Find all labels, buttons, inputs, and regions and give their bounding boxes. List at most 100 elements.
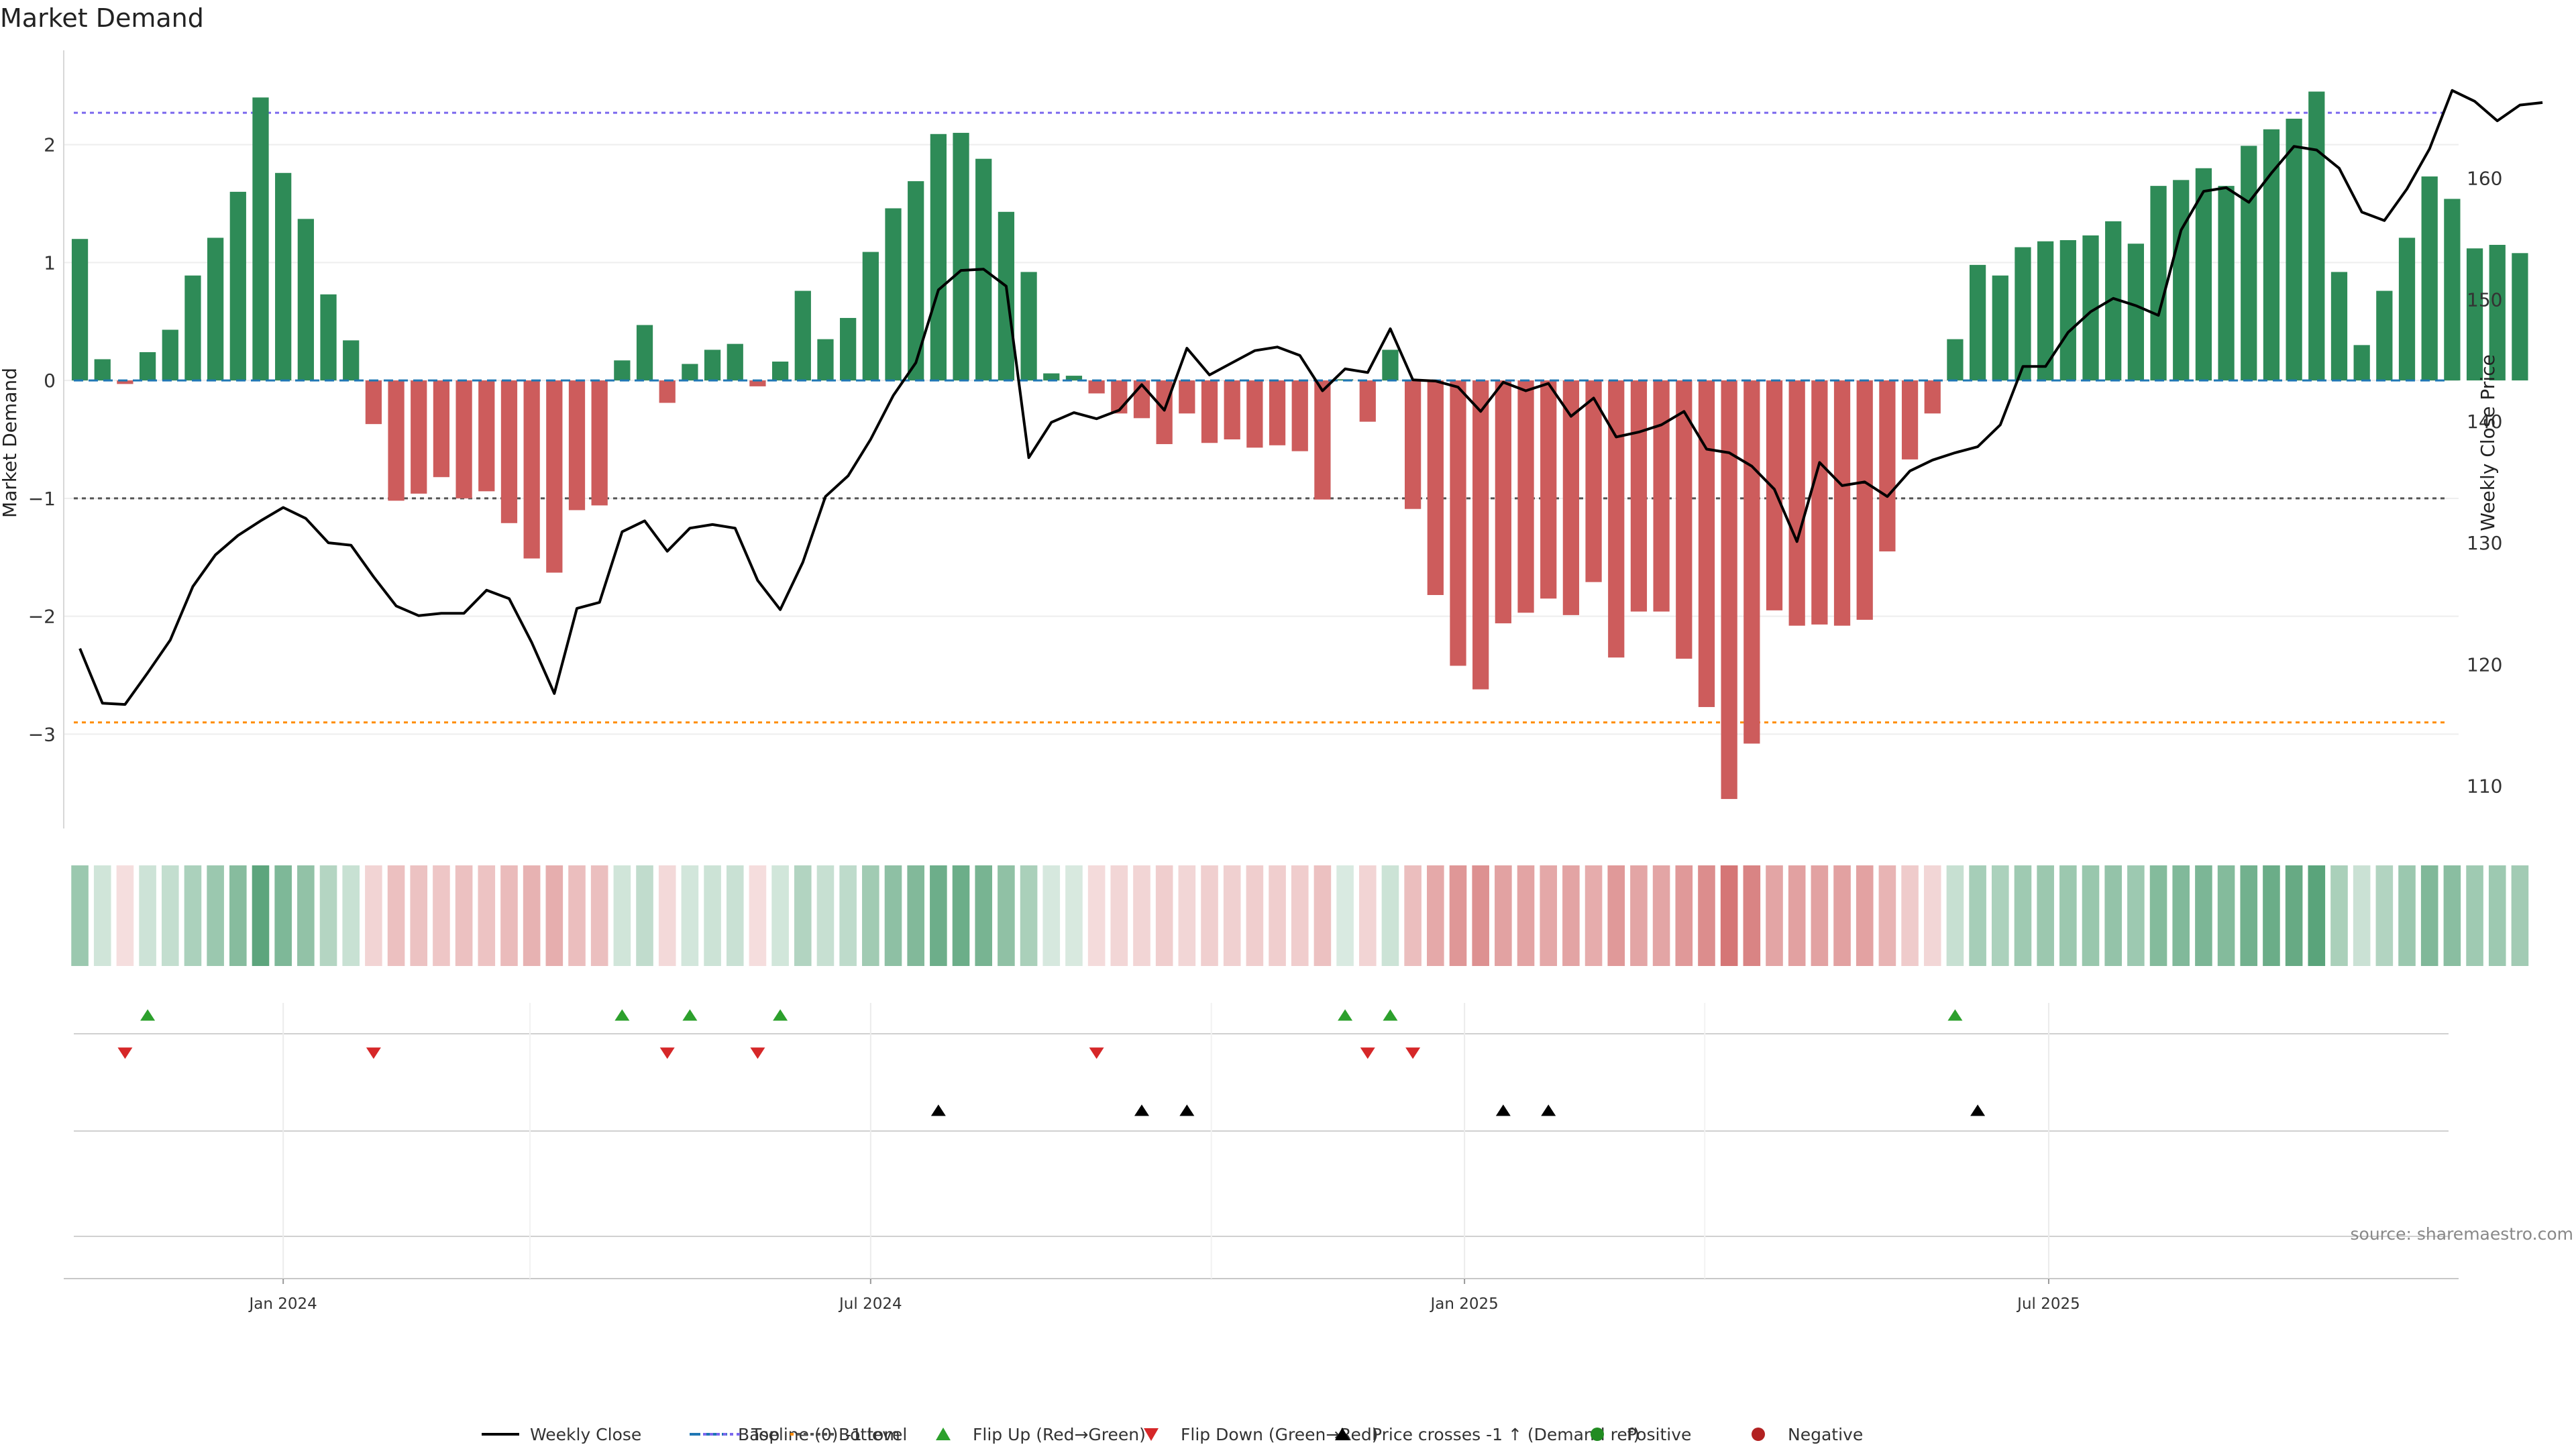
heat-cell <box>1969 865 1986 966</box>
heat-cell <box>884 865 902 966</box>
heat-cell <box>2353 865 2371 966</box>
demand-bar <box>1472 380 1489 690</box>
legend-label: Positive <box>1627 1425 1691 1444</box>
legend-label: Top <box>751 1425 780 1444</box>
y-tick-label: 1 <box>44 252 56 274</box>
demand-bar <box>2512 253 2528 381</box>
y-axis-label: Market Demand <box>0 368 21 518</box>
heat-cell <box>2263 865 2280 966</box>
y-tick-label: 2 <box>44 134 56 156</box>
heat-cell <box>1133 865 1150 966</box>
demand-bar <box>365 380 382 425</box>
y2-tick-label: 120 <box>2467 653 2502 676</box>
heat-cell <box>274 865 292 966</box>
heat-cell <box>2014 865 2032 966</box>
legend-swatch <box>1144 1428 1159 1441</box>
demand-bar <box>1065 376 1083 381</box>
heat-cell <box>1087 865 1106 966</box>
heat-cell <box>1540 865 1558 966</box>
demand-bar <box>1608 380 1625 658</box>
demand-bar <box>1698 380 1715 707</box>
flip-up-marker <box>1947 1009 1963 1021</box>
demand-bar <box>500 380 518 523</box>
legend-label: Baseline (0) <box>738 1425 838 1444</box>
heat-cell <box>862 865 879 966</box>
demand-bar <box>1495 380 1511 624</box>
demand-bar <box>1405 380 1421 509</box>
demand-bars <box>71 91 2528 800</box>
demand-bar <box>523 380 540 559</box>
demand-bar <box>1653 380 1670 612</box>
heat-cell <box>455 865 473 966</box>
heat-cell <box>1517 865 1535 966</box>
heat-cell <box>2240 865 2258 966</box>
y-tick-label: −2 <box>28 606 56 628</box>
demand-bar <box>659 380 676 403</box>
heat-cell <box>1472 865 1489 966</box>
heat-cell <box>478 865 496 966</box>
heat-cell <box>71 865 89 966</box>
heat-cell <box>2488 865 2506 966</box>
heat-cell <box>1991 865 2009 966</box>
demand-bar <box>1833 380 1851 626</box>
demand-bar <box>2353 345 2370 381</box>
legend-label: Bottom <box>839 1425 900 1444</box>
flip-up-marker <box>682 1009 698 1021</box>
demand-bar <box>1562 380 1580 615</box>
heat-cell <box>2127 865 2145 966</box>
demand-bar <box>2398 237 2416 381</box>
heat-cell <box>2217 865 2235 966</box>
demand-bar <box>455 380 472 498</box>
legend-swatch <box>1752 1428 1765 1441</box>
demand-bar <box>614 360 631 381</box>
demand-bar <box>1676 380 1693 659</box>
legend-swatch <box>1591 1428 1604 1441</box>
heat-cell <box>207 865 224 966</box>
x-tick-label: Jul 2024 <box>838 1295 902 1313</box>
heat-cell <box>1427 865 1444 966</box>
heat-cell <box>1720 865 1738 966</box>
heat-cell <box>590 865 608 966</box>
heat-cell <box>704 865 721 966</box>
legend-label: Negative <box>1788 1425 1863 1444</box>
demand-bar <box>930 133 947 381</box>
flip-down-marker <box>1089 1047 1104 1059</box>
y2-tick-label: 140 <box>2467 411 2502 433</box>
heat-cell <box>1901 865 1919 966</box>
x-tick-label: Jan 2025 <box>1429 1295 1498 1313</box>
heat-cell <box>1223 865 1241 966</box>
demand-bar <box>320 294 337 381</box>
heat-cell <box>1178 865 1196 966</box>
flip-down-marker <box>750 1047 765 1059</box>
demand-bar <box>2150 186 2167 381</box>
flip-up-marker <box>614 1009 630 1021</box>
demand-bar <box>1020 272 1037 381</box>
heat-cell <box>2466 865 2483 966</box>
heat-cell <box>161 865 179 966</box>
demand-bar <box>2241 146 2257 381</box>
heat-cell <box>2375 865 2394 966</box>
heat-cell <box>1743 865 1761 966</box>
demand-bar <box>2466 248 2483 381</box>
demand-bar <box>252 97 269 381</box>
demand-bar <box>71 239 89 381</box>
demand-bar <box>1269 380 1286 445</box>
flip-up-marker <box>1383 1009 1398 1021</box>
price-line-layer <box>78 89 2543 706</box>
demand-bar <box>1246 380 1263 448</box>
heat-cell <box>2443 865 2461 966</box>
heat-cell <box>1585 865 1603 966</box>
demand-bar <box>1517 380 1534 613</box>
demand-bar <box>1721 380 1737 800</box>
demand-bar <box>953 133 969 381</box>
demand-bar <box>546 380 563 573</box>
demand-bar <box>139 352 156 381</box>
heat-cell <box>952 865 970 966</box>
heat-cell <box>2104 865 2122 966</box>
heat-cell <box>907 865 924 966</box>
legend-item-positive: Positive <box>1591 1425 1691 1444</box>
heat-cell <box>523 865 541 966</box>
flip-down-marker <box>1405 1047 1421 1059</box>
legend-item-top: Top <box>703 1425 780 1444</box>
